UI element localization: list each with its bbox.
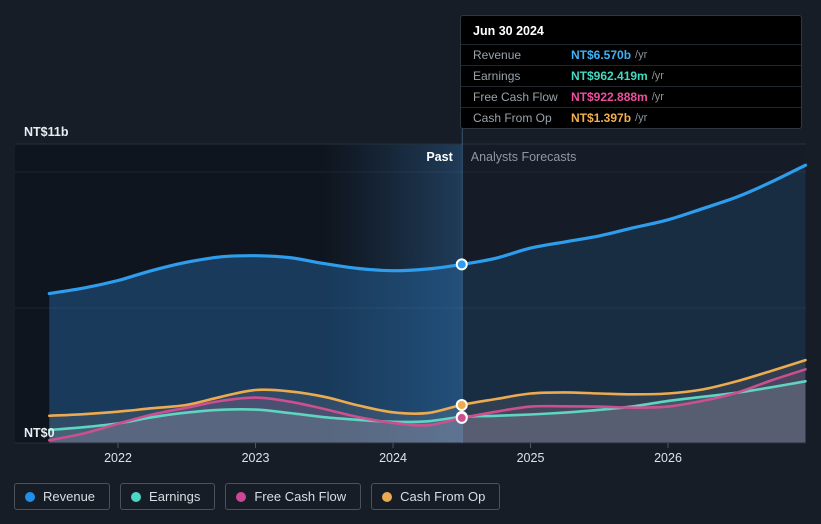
legend-label: Cash From Op (400, 489, 486, 504)
legend-toggle-cash-from-op[interactable]: Cash From Op (371, 483, 501, 510)
chart-legend: Revenue Earnings Free Cash Flow Cash Fro… (14, 483, 501, 510)
tooltip-row-earnings: Earnings NT$962.419m /yr (461, 65, 801, 86)
x-axis-tick-label: 2023 (242, 451, 270, 465)
free-cash-flow-dot-icon (236, 491, 247, 502)
x-axis-tick-label: 2024 (379, 451, 407, 465)
tooltip-row-free-cash-flow: Free Cash Flow NT$922.888m /yr (461, 86, 801, 107)
legend-label: Earnings (149, 489, 201, 504)
chart-tooltip: Jun 30 2024 Revenue NT$6.570b /yr Earnin… (460, 15, 802, 129)
tooltip-value: NT$922.888m (571, 90, 648, 104)
tooltip-value: NT$6.570b (571, 48, 632, 62)
cash-from-op-dot-icon (382, 491, 393, 502)
tooltip-value: NT$1.397b (571, 111, 632, 125)
tooltip-label: Cash From Op (473, 111, 552, 125)
tooltip-unit: /yr (651, 91, 664, 103)
tooltip-unit: /yr (635, 112, 648, 124)
legend-toggle-revenue[interactable]: Revenue (14, 483, 111, 510)
legend-label: Free Cash Flow (254, 489, 347, 504)
legend-toggle-earnings[interactable]: Earnings (120, 483, 216, 510)
legend-label: Revenue (43, 489, 96, 504)
tooltip-label: Revenue (473, 48, 522, 62)
tooltip-value: NT$962.419m (571, 69, 648, 83)
revenue-dot-icon (25, 491, 35, 502)
legend-toggle-free-cash-flow[interactable]: Free Cash Flow (225, 483, 362, 510)
x-axis-tick-label: 2026 (654, 451, 682, 465)
tooltip-row-revenue: Revenue NT$6.570b /yr (461, 44, 801, 65)
x-axis-tick-label: 2022 (104, 451, 132, 465)
tooltip-label: Earnings (473, 69, 521, 83)
x-axis-tick-label: 2025 (517, 451, 545, 465)
earnings-dot-icon (131, 491, 142, 502)
tooltip-unit: /yr (635, 49, 648, 61)
forecast-section-label: Analysts Forecasts (471, 150, 577, 164)
tooltip-row-cash-from-op: Cash From Op NT$1.397b /yr (461, 107, 801, 128)
y-axis-zero-label: NT$0 (24, 426, 55, 440)
tooltip-unit: /yr (651, 70, 664, 82)
y-axis-max-label: NT$11b (24, 125, 69, 139)
tooltip-date: Jun 30 2024 (473, 24, 544, 38)
tooltip-label: Free Cash Flow (473, 90, 558, 104)
past-section-label: Past (426, 150, 453, 164)
